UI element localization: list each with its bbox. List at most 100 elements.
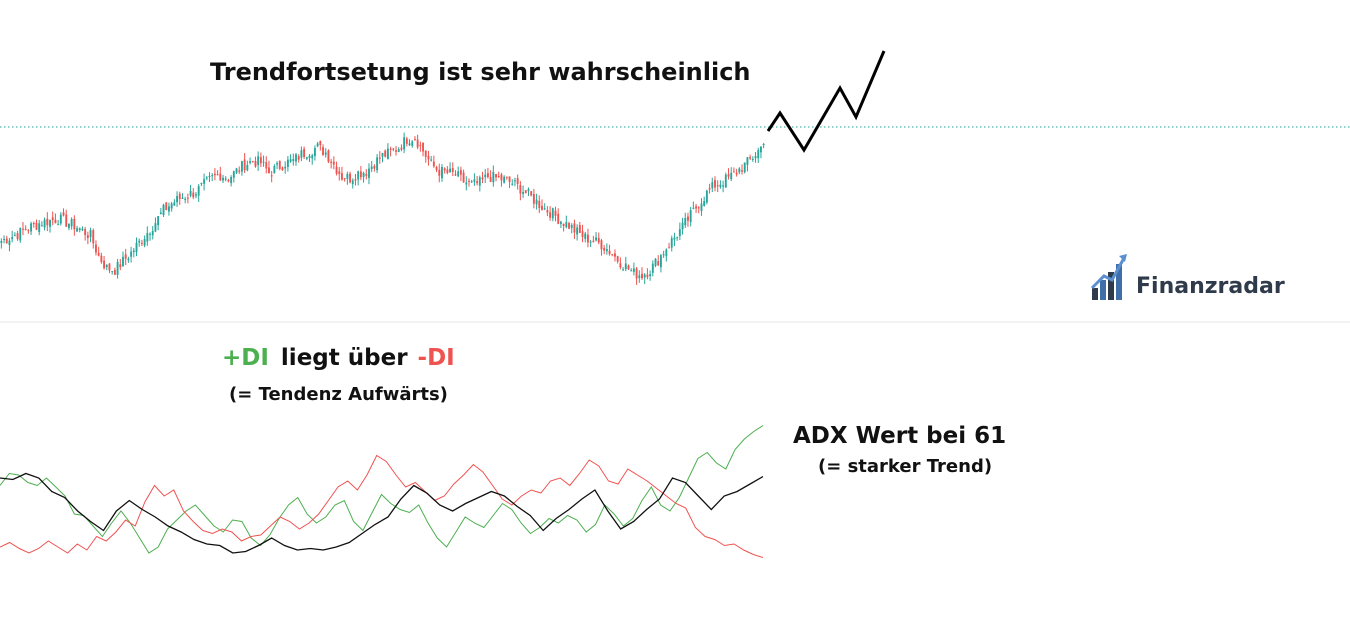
candle — [240, 160, 243, 176]
candle — [630, 268, 633, 272]
candle — [643, 272, 646, 285]
candle — [738, 167, 741, 175]
candle — [727, 168, 730, 180]
candle — [16, 230, 19, 241]
candle — [603, 245, 606, 255]
candle — [476, 176, 479, 186]
candle — [500, 172, 503, 187]
candle — [203, 173, 206, 191]
candle — [67, 223, 70, 231]
trend-annotation: Trendfortsetung ist sehr wahrscheinlich — [210, 58, 751, 86]
candle — [332, 156, 335, 170]
candle — [592, 235, 595, 243]
candle — [427, 150, 430, 166]
candle — [716, 180, 719, 193]
candle — [116, 258, 119, 279]
candle — [524, 190, 527, 194]
candle — [113, 267, 116, 275]
candle — [49, 219, 51, 233]
candle — [505, 176, 508, 180]
candle — [627, 264, 630, 270]
candle — [570, 223, 573, 234]
candle — [130, 246, 133, 263]
candle — [749, 154, 752, 160]
candle — [159, 208, 162, 215]
candle — [308, 153, 311, 162]
candle — [251, 160, 254, 163]
candle — [273, 164, 276, 174]
candle — [400, 144, 403, 152]
candle — [446, 166, 449, 175]
candle — [86, 231, 89, 245]
candle — [649, 270, 652, 281]
candle — [19, 227, 22, 243]
candle — [462, 169, 465, 183]
candle — [270, 170, 273, 183]
candle — [140, 239, 143, 247]
candle — [343, 178, 346, 182]
candle — [149, 232, 151, 241]
candle — [481, 171, 484, 184]
candle — [641, 267, 643, 280]
candle — [516, 174, 519, 190]
candle — [24, 225, 27, 231]
candle — [470, 179, 473, 183]
candle — [84, 226, 87, 241]
candle — [292, 153, 295, 166]
candle — [484, 168, 487, 184]
candle — [357, 170, 360, 186]
candle — [403, 132, 406, 154]
candle — [743, 162, 746, 174]
candle — [162, 203, 165, 217]
candle — [568, 221, 570, 229]
candle — [714, 176, 716, 192]
candle — [422, 142, 424, 157]
candle — [59, 212, 62, 226]
candle — [554, 206, 557, 222]
candle — [408, 139, 411, 147]
candle — [365, 169, 368, 180]
candle — [465, 176, 468, 191]
adx-note: (= starker Trend) — [818, 456, 993, 477]
candle — [441, 164, 443, 182]
candle — [741, 164, 743, 175]
candle — [316, 141, 319, 148]
candle — [389, 146, 392, 157]
candle — [54, 213, 57, 224]
candle — [62, 208, 65, 217]
candle — [108, 263, 111, 274]
candle — [189, 184, 192, 198]
candle — [257, 151, 260, 171]
candle — [495, 173, 497, 182]
candle — [124, 248, 127, 266]
candle — [178, 191, 181, 205]
candle — [289, 154, 292, 163]
candle — [51, 211, 54, 226]
dmi-adx-panel — [0, 425, 764, 558]
candle — [519, 181, 522, 201]
candle — [449, 162, 452, 173]
candle — [22, 222, 24, 236]
candle — [589, 240, 592, 248]
candle — [276, 161, 279, 170]
candle — [119, 259, 122, 271]
bar-chart-arrow-icon — [1090, 254, 1127, 300]
candle — [227, 178, 230, 183]
candle — [619, 257, 622, 270]
candle — [538, 195, 541, 214]
candle — [43, 217, 46, 231]
candle — [381, 152, 384, 163]
candle — [378, 151, 381, 164]
candle — [238, 166, 241, 174]
candle — [454, 170, 457, 177]
candle — [654, 258, 657, 268]
candle — [451, 162, 454, 177]
candle — [259, 152, 262, 168]
candle — [143, 235, 146, 248]
candle — [197, 184, 200, 202]
candle — [659, 253, 662, 273]
candle — [600, 238, 603, 256]
candle — [46, 212, 49, 232]
candle — [562, 223, 565, 232]
di-note: (= Tendenz Aufwärts) — [229, 384, 448, 405]
